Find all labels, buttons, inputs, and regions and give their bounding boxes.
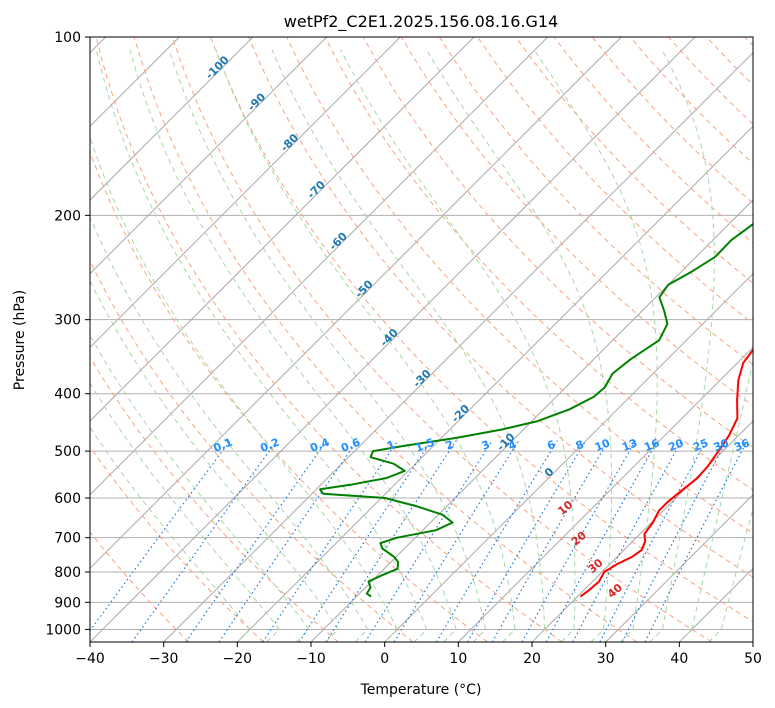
dry-adiabat-line bbox=[90, 445, 264, 642]
x-tick-label: −30 bbox=[149, 651, 179, 667]
dry-adiabat-line bbox=[210, 37, 753, 623]
moist-adiabat-line bbox=[425, 49, 613, 642]
isotherm-line bbox=[605, 493, 753, 642]
profile-lines bbox=[319, 222, 753, 598]
moist-adiabat-line bbox=[90, 382, 281, 642]
mixing-ratio-line bbox=[491, 440, 609, 642]
dry-adiabat-line bbox=[90, 531, 190, 642]
mixing-ratio-line bbox=[599, 440, 707, 642]
isotherm-line bbox=[90, 37, 696, 642]
y-tick-label: 200 bbox=[54, 208, 81, 224]
x-tick-label: 30 bbox=[597, 651, 615, 667]
mixing-ratio-line bbox=[298, 440, 432, 642]
dry-adiabat-line bbox=[90, 150, 488, 642]
mixing-ratio-line bbox=[466, 440, 587, 642]
mixing-ratio-line bbox=[131, 440, 278, 642]
y-tick-label: 900 bbox=[54, 595, 81, 611]
dry-adiabat-line bbox=[90, 259, 414, 642]
mixing-ratio-label: 16 bbox=[642, 436, 661, 454]
moist-adiabat-line bbox=[215, 49, 516, 642]
moist-adiabat-line bbox=[90, 279, 339, 642]
isotherm-line bbox=[90, 37, 401, 349]
isotherm-line bbox=[90, 37, 549, 496]
isotherm-line bbox=[752, 641, 753, 642]
mixing-ratio-line bbox=[393, 440, 520, 642]
dry-adiabat-line bbox=[515, 37, 753, 284]
dry-adiabat-line bbox=[286, 37, 753, 534]
y-axis-label: Pressure (hPa) bbox=[12, 290, 28, 390]
isotherm-line bbox=[90, 37, 475, 422]
mixing-ratio-label: 13 bbox=[620, 436, 639, 454]
temperature-profile-line bbox=[579, 348, 753, 598]
dewpoint-profile-line bbox=[319, 222, 753, 598]
y-tick-label: 800 bbox=[54, 565, 81, 581]
moist-adiabat-line bbox=[90, 426, 251, 642]
mixing-ratio-line bbox=[572, 440, 683, 642]
x-tick-label: −20 bbox=[223, 651, 253, 667]
dry-adiabat-line bbox=[248, 37, 753, 578]
isotherm-line bbox=[163, 51, 753, 642]
mixing-ratio-line bbox=[364, 440, 493, 642]
isotherm-line bbox=[90, 37, 328, 275]
moist-adiabat-line bbox=[90, 215, 369, 642]
mixing-ratio-line bbox=[545, 440, 659, 642]
mixing-ratio-label: 30 bbox=[712, 436, 731, 454]
y-tick-label: 600 bbox=[54, 491, 81, 507]
moist-adiabat-line bbox=[708, 506, 753, 642]
mixing-ratio-label: 25 bbox=[691, 436, 710, 454]
moist-adiabat-line bbox=[90, 334, 310, 642]
y-tick-label: 500 bbox=[54, 444, 81, 460]
dry-adiabat-line bbox=[133, 37, 638, 642]
isotherm-line bbox=[457, 346, 753, 642]
mixing-ratio-line bbox=[185, 440, 328, 642]
mixing-ratio-label: 2 bbox=[444, 438, 456, 453]
moist-adiabat-line bbox=[271, 49, 546, 642]
isotherm-line bbox=[236, 125, 753, 642]
x-axis-label: Temperature (°C) bbox=[360, 682, 482, 698]
y-tick-label: 1000 bbox=[45, 622, 81, 638]
moist-adiabat-line bbox=[129, 49, 457, 642]
mixing-ratio-line bbox=[621, 440, 728, 642]
isotherm-line bbox=[90, 37, 254, 201]
moist-adiabat-line bbox=[533, 49, 658, 642]
y-tick-label: 100 bbox=[54, 30, 81, 46]
moist-adiabat-line bbox=[95, 49, 428, 642]
moist-adiabat-line bbox=[340, 49, 576, 642]
moist-adiabat-line bbox=[678, 358, 753, 642]
isotherm-line bbox=[90, 37, 622, 570]
dry-adiabat-line bbox=[95, 37, 563, 642]
x-tick-label: −40 bbox=[75, 651, 105, 667]
x-tick-label: 40 bbox=[670, 651, 688, 667]
chart-title: wetPf2_C2E1.2025.156.08.16.G14 bbox=[284, 12, 558, 32]
dry-adiabat-line bbox=[171, 37, 712, 642]
x-tick-label: 0 bbox=[380, 651, 389, 667]
isotherm-line bbox=[384, 272, 753, 642]
x-tick-label: 50 bbox=[744, 651, 762, 667]
y-tick-label: 300 bbox=[54, 313, 81, 329]
isotherm-line bbox=[531, 420, 753, 642]
plot-background bbox=[90, 37, 753, 642]
axes: −40 −30 −20 −10 0 10 20 30 40 50 100 200 300 400 500 60… bbox=[45, 30, 762, 667]
mixing-ratio-label: 10 bbox=[593, 436, 612, 454]
moist-adiabat-line bbox=[649, 49, 715, 642]
mixing-ratio-label: 20 bbox=[666, 436, 685, 454]
x-tick-label: 20 bbox=[523, 651, 541, 667]
x-tick-label: −10 bbox=[296, 651, 326, 667]
dry-adiabat-line bbox=[438, 37, 753, 366]
background-lines bbox=[90, 37, 753, 642]
mixing-ratio-label: 36 bbox=[732, 436, 751, 454]
y-tick-label: 400 bbox=[54, 387, 81, 403]
mixing-ratio-line bbox=[521, 440, 637, 642]
dry-adiabat-line bbox=[400, 37, 753, 407]
mixing-ratio-label: 8 bbox=[574, 438, 586, 453]
x-tick-label: 10 bbox=[449, 651, 467, 667]
moist-adiabat-line bbox=[168, 49, 487, 642]
mixing-ratio-line bbox=[644, 440, 748, 642]
y-tick-label: 700 bbox=[54, 531, 81, 547]
plot-frame bbox=[89, 36, 754, 643]
mixing-ratio-label: 3 bbox=[480, 438, 492, 453]
mixing-ratio-label: 1 bbox=[385, 438, 397, 453]
mixing-ratio-line bbox=[435, 440, 558, 642]
